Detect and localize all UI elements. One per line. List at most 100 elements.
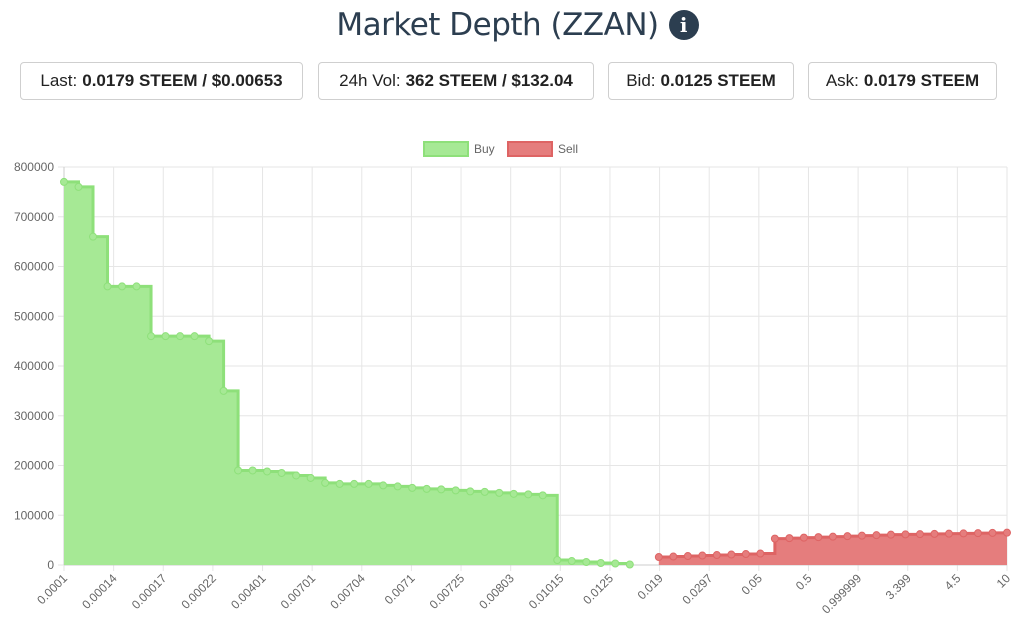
y-tick-label: 600000 <box>14 260 54 274</box>
stat-24h-volume: 24h Vol: 362 STEEM / $132.04 <box>318 62 594 100</box>
y-tick-label: 500000 <box>14 309 54 323</box>
buy-point <box>625 560 634 569</box>
x-tick-label: 0.0071 <box>382 571 418 607</box>
sell-point <box>814 533 823 542</box>
legend-swatch-sell <box>507 141 553 157</box>
buy-point <box>190 332 199 341</box>
sell-point <box>886 530 895 539</box>
sell-point <box>959 529 968 538</box>
buy-point <box>466 487 475 496</box>
buy-point <box>205 337 214 346</box>
buy-point <box>451 486 460 495</box>
sell-point <box>843 532 852 541</box>
buy-point <box>176 332 185 341</box>
stat-ask: Ask: 0.0179 STEEM <box>808 62 997 100</box>
sell-point <box>1003 528 1011 537</box>
buy-point <box>161 332 170 341</box>
buy-point <box>103 282 112 291</box>
buy-point <box>408 483 417 492</box>
legend-label-buy: Buy <box>474 142 495 156</box>
sell-point <box>683 552 692 561</box>
page-title: Market Depth (ZZAN) <box>336 7 659 43</box>
buy-point <box>219 386 228 395</box>
x-tick-label: 0.019 <box>635 571 666 602</box>
stat-last-label: Last: <box>40 71 78 90</box>
sell-point <box>712 551 721 560</box>
sell-point <box>944 529 953 538</box>
x-tick-label: 0.01015 <box>526 571 567 612</box>
sell-point <box>973 529 982 538</box>
sell-point <box>799 533 808 542</box>
stat-ask-value: 0.0179 STEEM <box>863 71 980 90</box>
buy-point <box>60 177 68 186</box>
buy-point <box>611 559 620 568</box>
x-tick-label: 0.00401 <box>228 571 269 612</box>
x-tick-label: 0.5 <box>793 571 815 593</box>
x-tick-label: 0.00017 <box>129 571 170 612</box>
buy-point <box>480 487 489 496</box>
sell-point <box>756 549 765 558</box>
sell-point <box>857 531 866 540</box>
sell-point <box>915 530 924 539</box>
stat-bid: Bid: 0.0125 STEEM <box>608 62 794 100</box>
x-tick-label: 0.00701 <box>278 571 319 612</box>
x-tick-label: 0.0001 <box>34 571 70 607</box>
y-tick-label: 700000 <box>14 210 54 224</box>
sell-point <box>901 530 910 539</box>
sell-point <box>770 534 779 543</box>
buy-point <box>89 232 98 241</box>
y-tick-label: 0 <box>47 558 54 572</box>
buy-point <box>74 182 83 191</box>
stat-24h-volume-value: 362 STEEM / $132.04 <box>405 71 573 90</box>
buy-point <box>248 466 257 475</box>
x-tick-label: 0.0297 <box>679 571 715 607</box>
buy-point <box>509 489 518 498</box>
sell-point <box>828 532 837 541</box>
buy-point <box>379 481 388 490</box>
sell-point <box>727 550 736 559</box>
sell-point <box>669 552 678 561</box>
x-tick-label: 0.00014 <box>79 571 120 612</box>
buy-point <box>277 468 286 477</box>
buy-point <box>495 488 504 497</box>
sell-point <box>872 531 881 540</box>
sell-point <box>988 528 997 537</box>
x-tick-label: 4.5 <box>942 571 964 593</box>
stat-bid-label: Bid: <box>626 71 656 90</box>
buy-point <box>437 485 446 494</box>
stat-24h-volume-label: 24h Vol: <box>339 71 401 90</box>
buy-point <box>306 473 315 482</box>
sell-point <box>930 529 939 538</box>
x-tick-label: 0.00803 <box>476 571 517 612</box>
sell-point <box>698 551 707 560</box>
buy-point <box>596 559 605 568</box>
buy-point <box>422 484 431 493</box>
buy-point <box>335 479 344 488</box>
legend-label-sell: Sell <box>558 142 578 156</box>
buy-point <box>567 557 576 566</box>
y-tick-label: 300000 <box>14 409 54 423</box>
sell-point <box>741 550 750 559</box>
buy-point <box>321 478 330 487</box>
buy-point <box>263 467 272 476</box>
sell-point <box>785 534 794 543</box>
buy-point <box>553 556 562 565</box>
stat-last: Last: 0.0179 STEEM / $0.00653 <box>20 62 303 100</box>
buy-point <box>132 282 141 291</box>
x-tick-label: 0.0125 <box>580 571 616 607</box>
y-tick-label: 100000 <box>14 508 54 522</box>
buy-point <box>350 479 359 488</box>
sell-point <box>654 553 663 562</box>
stat-last-value: 0.0179 STEEM / $0.00653 <box>82 71 283 90</box>
buy-point <box>524 490 533 499</box>
info-circle-icon[interactable]: i <box>668 10 699 40</box>
x-tick-label: 0.999999 <box>819 571 865 617</box>
x-tick-label: 10 <box>994 571 1014 591</box>
stat-ask-label: Ask: <box>825 71 859 90</box>
x-tick-label: 0.00725 <box>427 571 468 612</box>
title-row: Market Depth (ZZAN) i <box>0 0 1035 50</box>
buy-point <box>118 282 127 291</box>
x-tick-label: 3.399 <box>883 571 914 602</box>
legend-swatch-buy <box>423 141 469 157</box>
buy-point <box>538 491 547 500</box>
